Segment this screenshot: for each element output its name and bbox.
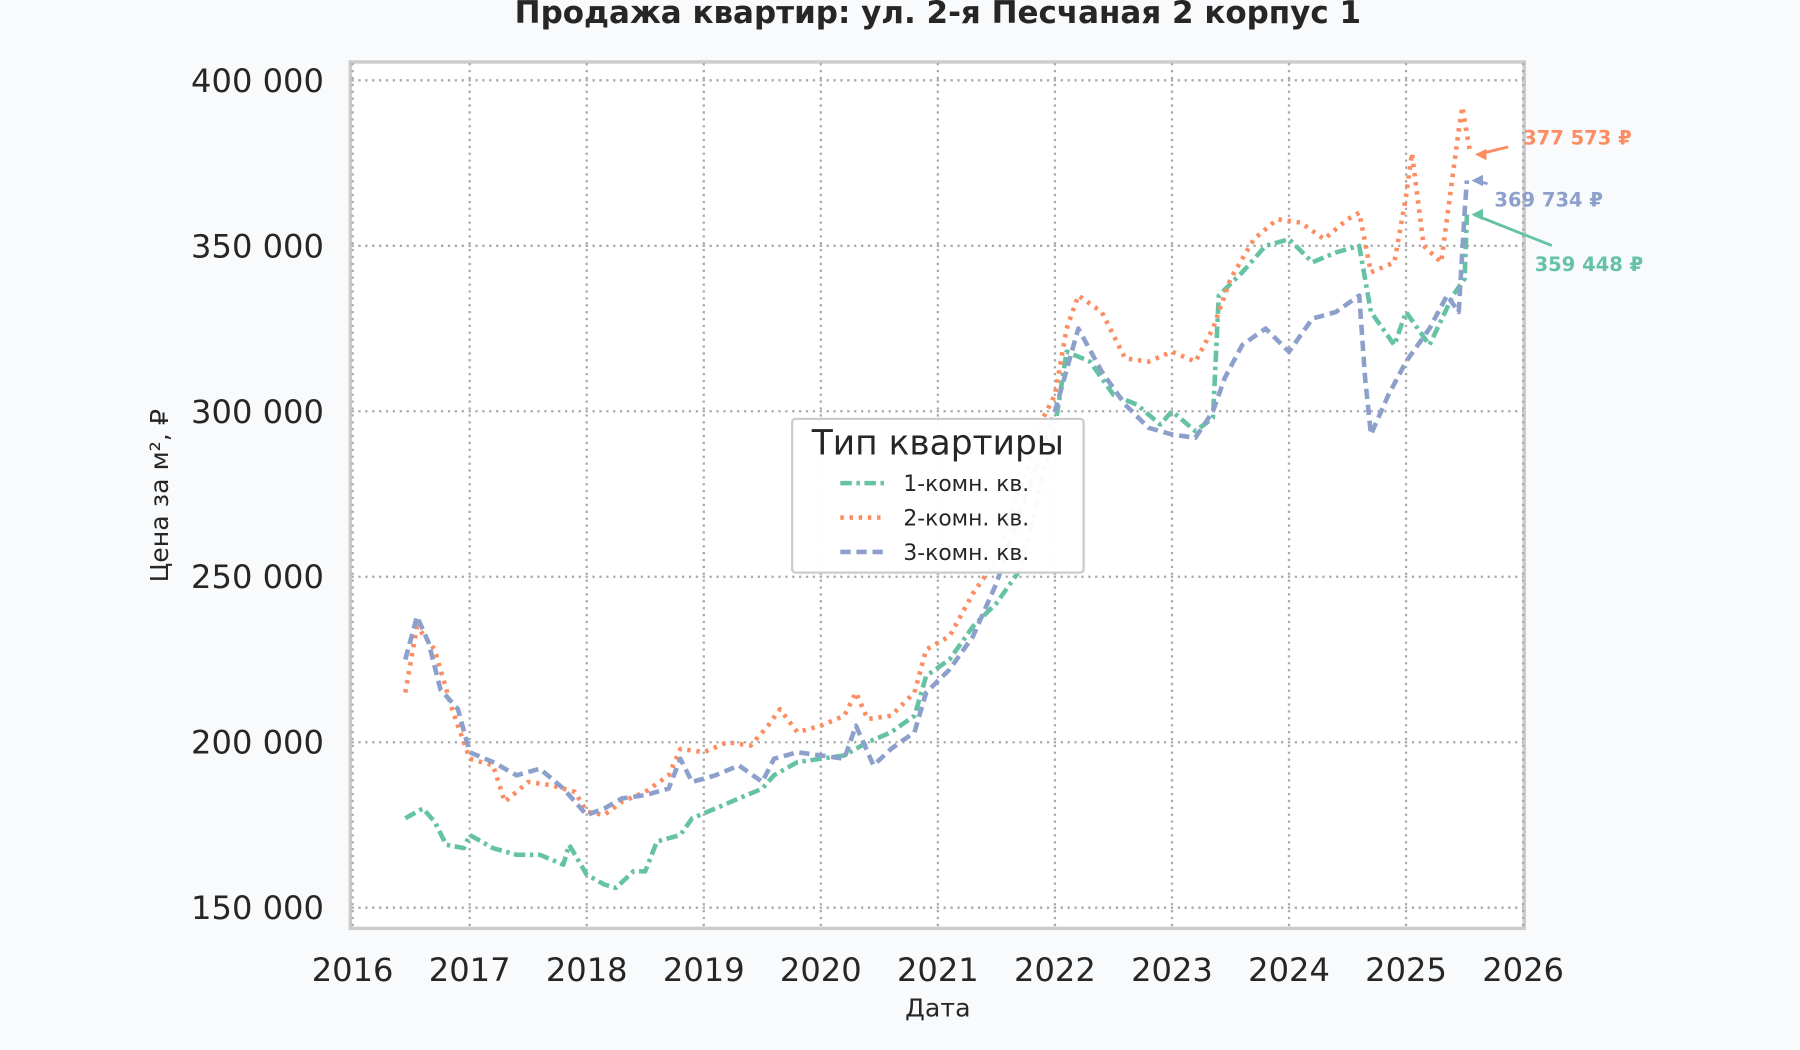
y-tick-label: 200 000 xyxy=(191,724,324,762)
series-lines xyxy=(403,104,1473,891)
x-axis-ticks: 2016 2017 2018 2019 2020 2021 2022 2023 2024 2025… xyxy=(312,951,1564,989)
legend-title: Тип квартиры xyxy=(811,423,1064,463)
x-tick-label: 2020 xyxy=(780,951,862,989)
last-value-label: 359 448 ₽ xyxy=(1535,253,1644,276)
x-tick-label: 2019 xyxy=(663,951,745,989)
y-tick-label: 250 000 xyxy=(191,558,324,596)
series-line-1 xyxy=(404,214,1470,891)
arrowhead-icon xyxy=(1471,174,1483,187)
x-tick-label: 2017 xyxy=(429,951,511,989)
legend-label-2: 2-комн. кв. xyxy=(903,507,1029,532)
last-value-label: 369 734 ₽ xyxy=(1494,189,1603,212)
series-line-3 xyxy=(403,180,1470,818)
y-tick-label: 350 000 xyxy=(191,227,324,265)
y-tick-label: 150 000 xyxy=(191,889,324,927)
y-axis-label: Цена за м², ₽ xyxy=(145,409,174,582)
x-tick-label: 2026 xyxy=(1482,951,1564,989)
annotations: 359 448 ₽ 377 573 ₽ 369 734 ₽ xyxy=(1471,127,1644,276)
x-tick-label: 2023 xyxy=(1131,951,1213,989)
grid xyxy=(351,63,1525,928)
x-tick-label: 2025 xyxy=(1365,951,1447,989)
last-value-label: 377 573 ₽ xyxy=(1523,127,1632,150)
annotation-arrow xyxy=(1473,213,1553,247)
x-tick-label: 2018 xyxy=(546,951,628,989)
x-tick-label: 2022 xyxy=(1014,951,1096,989)
legend: Тип квартиры 1-комн. кв. 2-комн. кв. 3-ком… xyxy=(790,417,1085,574)
y-axis-ticks: 150 000 200 000 250 000 300 000 350 000 400 0… xyxy=(191,62,324,927)
x-tick-label: 2021 xyxy=(897,951,979,989)
y-tick-label: 400 000 xyxy=(191,62,324,100)
series-line-2 xyxy=(403,104,1473,818)
legend-box xyxy=(790,417,1085,574)
x-tick-label: 2024 xyxy=(1248,951,1330,989)
legend-label-1: 1-комн. кв. xyxy=(903,472,1029,497)
legend-label-3: 3-комн. кв. xyxy=(903,541,1029,566)
y-tick-label: 300 000 xyxy=(191,393,324,431)
arrowhead-icon xyxy=(1471,208,1483,221)
x-tick-label: 2016 xyxy=(312,951,394,989)
arrowhead-icon xyxy=(1475,148,1487,161)
x-axis-label: Дата xyxy=(905,994,970,1023)
chart-title: Продажа квартир: ул. 2-я Песчаная 2 корп… xyxy=(515,0,1361,31)
